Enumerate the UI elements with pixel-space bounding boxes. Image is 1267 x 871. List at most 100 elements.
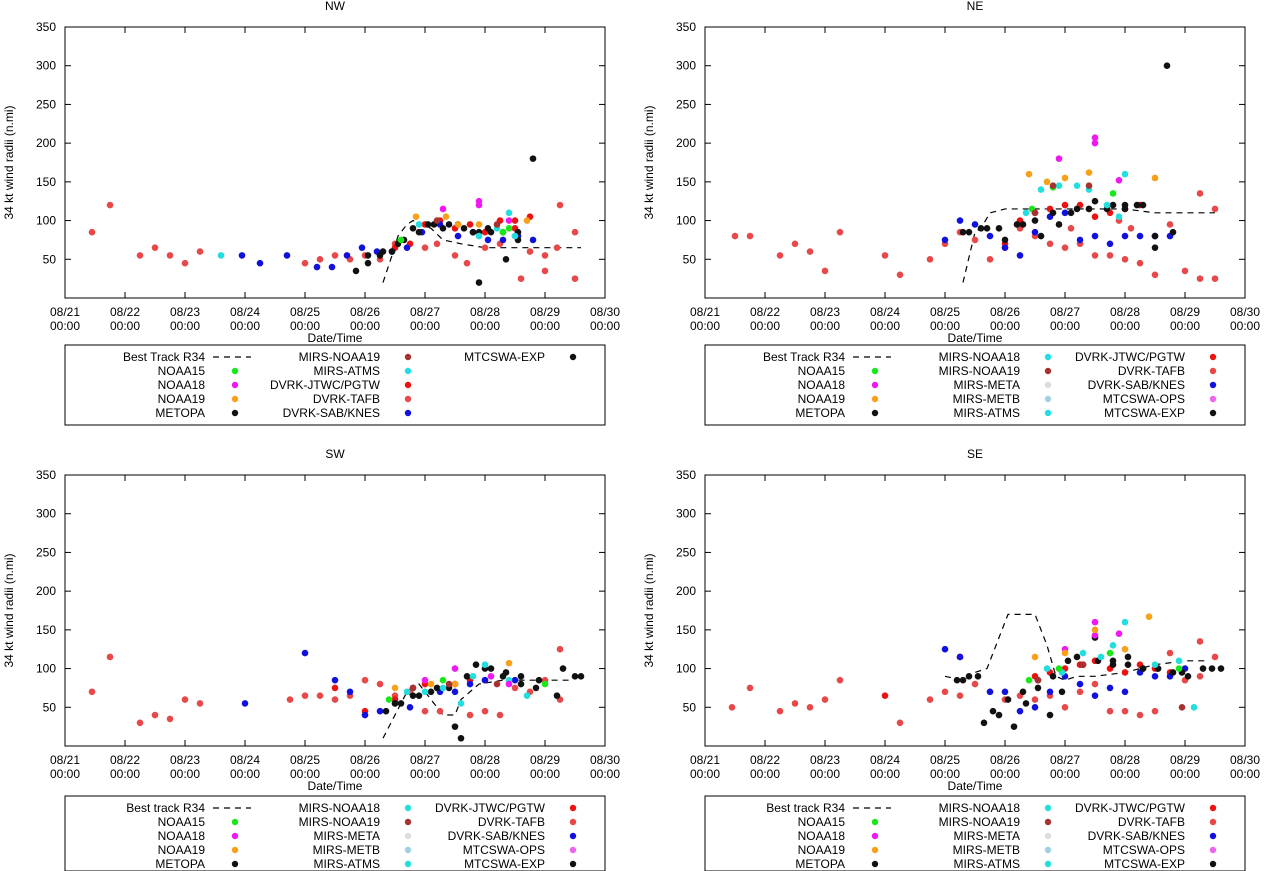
legend-label: NOAA18: [798, 829, 846, 843]
data-point: [1091, 631, 1099, 639]
x-tick-label-time: 00:00: [750, 319, 780, 333]
data-point: [553, 244, 561, 251]
legend-label: MIRS-NOAA19: [939, 815, 1021, 829]
chart-panel-ne: NE 34 kt wind radii (n.mi) Date/Time 50 100 1…: [642, 0, 1260, 426]
chart-title: NW: [325, 0, 346, 13]
data-point: [433, 217, 441, 224]
x-axis-label: Date/Time: [948, 331, 1003, 345]
x-tick-label-date: 08/24: [870, 305, 900, 319]
legend-label: MIRS-ATMS: [954, 857, 1020, 871]
data-point: [806, 248, 814, 255]
legend-dot-symbol: [871, 395, 879, 403]
data-point: [316, 255, 324, 263]
series-metopa: [352, 155, 537, 286]
x-tick-label-time: 00:00: [1230, 767, 1260, 781]
x-tick-label-date: 08/23: [170, 305, 200, 319]
x-tick-label-date: 08/26: [350, 753, 380, 767]
data-point: [1046, 688, 1054, 696]
data-point: [1124, 653, 1132, 661]
legend-label: DVRK-JTWC/PGTW: [1075, 801, 1186, 815]
data-point: [481, 244, 489, 251]
data-point: [1121, 201, 1129, 209]
x-tick-label-date: 08/26: [990, 753, 1020, 767]
y-tick-label: 100: [36, 214, 56, 228]
legend-label: DVRK-TAFB: [313, 392, 380, 406]
data-point: [1076, 680, 1084, 688]
data-point: [517, 673, 525, 680]
y-tick-label: 200: [36, 136, 56, 150]
legend-dot-symbol: [871, 367, 879, 375]
y-tick-label: 250: [676, 545, 696, 559]
x-tick-label-time: 00:00: [590, 319, 620, 333]
data-point: [364, 259, 372, 267]
legend-dot-symbol: [404, 804, 412, 812]
data-point: [433, 684, 441, 692]
series-metopa: [382, 661, 540, 742]
x-tick-label-time: 00:00: [470, 319, 500, 333]
data-point: [241, 700, 249, 707]
data-point: [505, 680, 513, 688]
data-point: [965, 673, 973, 680]
legend-label: METOPA: [155, 406, 205, 420]
data-point: [427, 680, 435, 688]
series-dvrk-tafb: [728, 638, 1219, 727]
data-point: [1031, 703, 1039, 711]
x-tick-label-date: 08/23: [170, 753, 200, 767]
data-point: [1055, 221, 1063, 228]
chart-panel-nw: NW 34 kt wind radii (n.mi) Date/Time 50 100 1…: [2, 0, 620, 426]
data-point: [896, 719, 904, 727]
x-tick-label-date: 08/30: [1230, 753, 1260, 767]
y-tick-label: 100: [676, 214, 696, 228]
data-point: [1091, 213, 1099, 220]
x-tick-label-time: 00:00: [530, 319, 560, 333]
data-point: [571, 275, 579, 282]
data-point: [238, 252, 246, 259]
legend-dot-symbol: [231, 409, 239, 417]
legend-frame: [64, 344, 606, 426]
data-point: [1151, 673, 1159, 680]
data-point: [1106, 707, 1114, 715]
data-point: [1001, 236, 1009, 244]
data-point: [1091, 680, 1099, 688]
x-tick-label-date: 08/28: [470, 305, 500, 319]
data-point: [1103, 201, 1111, 209]
x-tick-label-time: 00:00: [590, 767, 620, 781]
data-point: [439, 676, 447, 684]
data-point: [731, 232, 739, 240]
data-point: [511, 676, 519, 684]
data-point: [1163, 62, 1171, 70]
series-mtcswa-exp: [364, 221, 522, 259]
data-point: [511, 217, 519, 224]
data-point: [1115, 630, 1123, 638]
series-mirs-atms: [403, 661, 531, 707]
data-point: [454, 221, 462, 228]
x-tick-label-date: 08/30: [1230, 305, 1260, 319]
x-axis-label: Date/Time: [948, 779, 1003, 793]
x-tick-label-date: 08/29: [530, 305, 560, 319]
data-point: [439, 225, 447, 232]
data-point: [541, 252, 549, 259]
data-point: [956, 217, 964, 224]
legend-dot-symbol: [404, 367, 412, 375]
data-point: [1211, 275, 1219, 282]
data-point: [1046, 240, 1054, 248]
data-point: [1109, 642, 1117, 649]
data-point: [1127, 225, 1135, 232]
legend-label: MTCSWA-OPS: [1103, 392, 1185, 406]
data-point: [433, 240, 441, 248]
legend-label: MIRS-NOAA19: [299, 350, 381, 364]
legend-dot-symbol: [1209, 367, 1217, 375]
data-point: [806, 703, 814, 711]
data-point: [424, 221, 432, 228]
data-point: [445, 221, 453, 228]
legend-dot-symbol: [404, 818, 412, 826]
series-mtcswa-exp: [959, 657, 1225, 715]
data-point: [965, 228, 973, 236]
x-tick-label-date: 08/28: [470, 753, 500, 767]
x-tick-label-time: 00:00: [1170, 767, 1200, 781]
legend-label: Best track R34: [126, 801, 205, 815]
legend-label: NOAA15: [158, 364, 206, 378]
x-tick-label-time: 00:00: [470, 767, 500, 781]
chart-panel-sw: SW 34 kt wind radii (n.mi) Date/Time 50 100 1…: [2, 447, 620, 871]
x-tick-label-date: 08/27: [410, 753, 440, 767]
